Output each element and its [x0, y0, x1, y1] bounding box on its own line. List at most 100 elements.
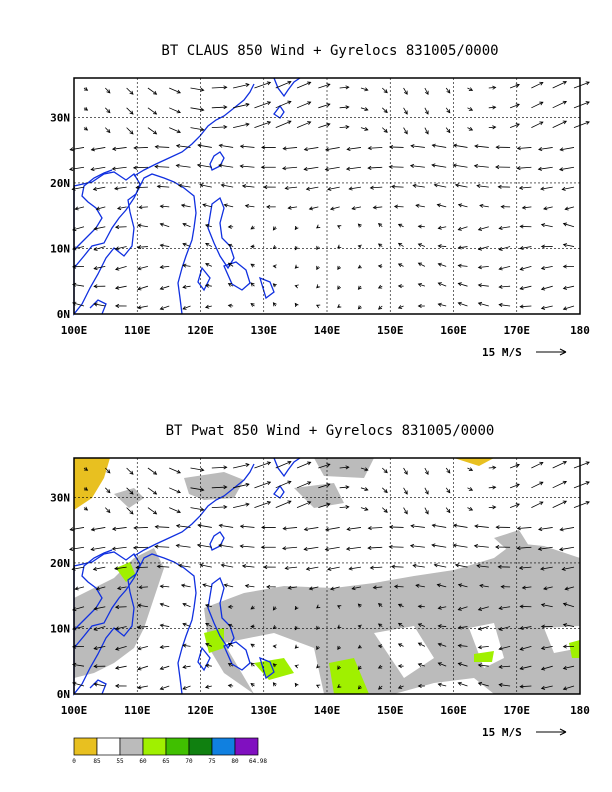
wind-vector [105, 507, 111, 514]
wind-vector [390, 184, 404, 189]
wind-vector [415, 583, 425, 588]
wind-vector [159, 685, 170, 691]
wind-vector [424, 507, 429, 515]
wind-vector [372, 585, 383, 590]
wind-vector [445, 87, 451, 94]
wind-vector [377, 264, 383, 269]
x-tick-label: 100E [61, 324, 88, 337]
wind-vector [488, 485, 497, 490]
wind-vector [437, 244, 447, 249]
wind-vector [266, 584, 276, 589]
wind-vector [272, 606, 277, 611]
wind-vector [540, 603, 553, 608]
wind-vector [90, 147, 106, 152]
wind-vector [305, 186, 319, 191]
wind-vector [509, 103, 520, 109]
wind-vector [227, 303, 234, 308]
wind-vector [294, 264, 299, 269]
wind-vector [474, 524, 489, 529]
wind-vector [509, 83, 520, 89]
wind-vector [445, 107, 451, 114]
wind-vector [457, 606, 468, 611]
wind-vector [377, 664, 383, 669]
wind-vector [559, 166, 575, 172]
wind-vector [437, 302, 447, 307]
wind-vector [263, 185, 276, 190]
wind-vector [348, 186, 362, 191]
wind-vector [457, 583, 468, 588]
wind-vector [531, 81, 544, 89]
wind-vector [324, 166, 340, 172]
wind-vector [190, 127, 205, 132]
wind-vector [519, 684, 532, 689]
wind-vector [182, 305, 191, 310]
wind-vector [250, 605, 255, 610]
wind-vector [540, 244, 553, 249]
wind-vector [177, 563, 191, 568]
wind-vector [410, 144, 425, 149]
wind-vector [218, 163, 234, 168]
wind-vector [498, 265, 511, 271]
wind-vector [218, 523, 234, 528]
wind-vector [467, 487, 474, 491]
wind-vector [227, 243, 234, 248]
wind-vector [437, 642, 447, 647]
wind-vector [562, 285, 575, 290]
wind-vector [147, 107, 158, 115]
wind-vector [393, 204, 404, 209]
colorbar-swatch [211, 737, 236, 756]
wind-vector [378, 602, 383, 608]
wind-vector [159, 204, 170, 209]
wind-vector [138, 585, 148, 590]
y-tick-label: 0N [57, 688, 70, 701]
wind-vector [159, 264, 170, 270]
wind-vector [204, 684, 212, 689]
wind-vector [337, 645, 342, 651]
wind-vector [114, 683, 127, 688]
wind-vector [467, 126, 474, 131]
wind-vector [540, 285, 553, 291]
wind-vector [69, 166, 85, 172]
wind-vector [337, 265, 342, 271]
wind-vector [204, 603, 212, 608]
wind-vector [377, 243, 383, 248]
wind-vector [509, 483, 520, 489]
wind-vector [573, 481, 590, 489]
wind-vector [159, 665, 170, 671]
wind-vector [500, 204, 511, 209]
wind-vector [190, 87, 205, 92]
wind-vector [531, 501, 544, 508]
wind-vector [467, 107, 474, 111]
wind-vector [509, 123, 520, 129]
wind-vector [275, 460, 292, 469]
wind-vector [519, 224, 532, 229]
panel-2-frame [73, 457, 581, 695]
wind-vector [83, 506, 89, 511]
wind-vector [397, 603, 404, 608]
wind-vector [69, 527, 85, 532]
wind-vector [159, 243, 170, 248]
panel-2-grid [74, 458, 580, 694]
wind-vector [431, 163, 447, 168]
wind-vector [135, 565, 148, 570]
wind-vector [552, 100, 568, 109]
wind-vector [351, 586, 362, 591]
wind-vector [197, 143, 212, 148]
wind-vector [559, 527, 575, 532]
wind-vector [476, 183, 489, 188]
wind-vector [318, 103, 331, 109]
wind-vector [154, 164, 170, 169]
wind-vector [196, 163, 212, 168]
wind-vector [233, 463, 250, 469]
wind-vector [409, 163, 425, 168]
wind-vector [561, 566, 575, 571]
wind-vector [233, 122, 250, 129]
wind-vector [275, 500, 292, 509]
wind-vector [147, 127, 158, 135]
wind-vector [433, 183, 447, 188]
wind-vector [519, 665, 532, 671]
wind-vector [537, 546, 553, 551]
wind-vector [424, 87, 429, 95]
wind-vector [74, 206, 85, 211]
